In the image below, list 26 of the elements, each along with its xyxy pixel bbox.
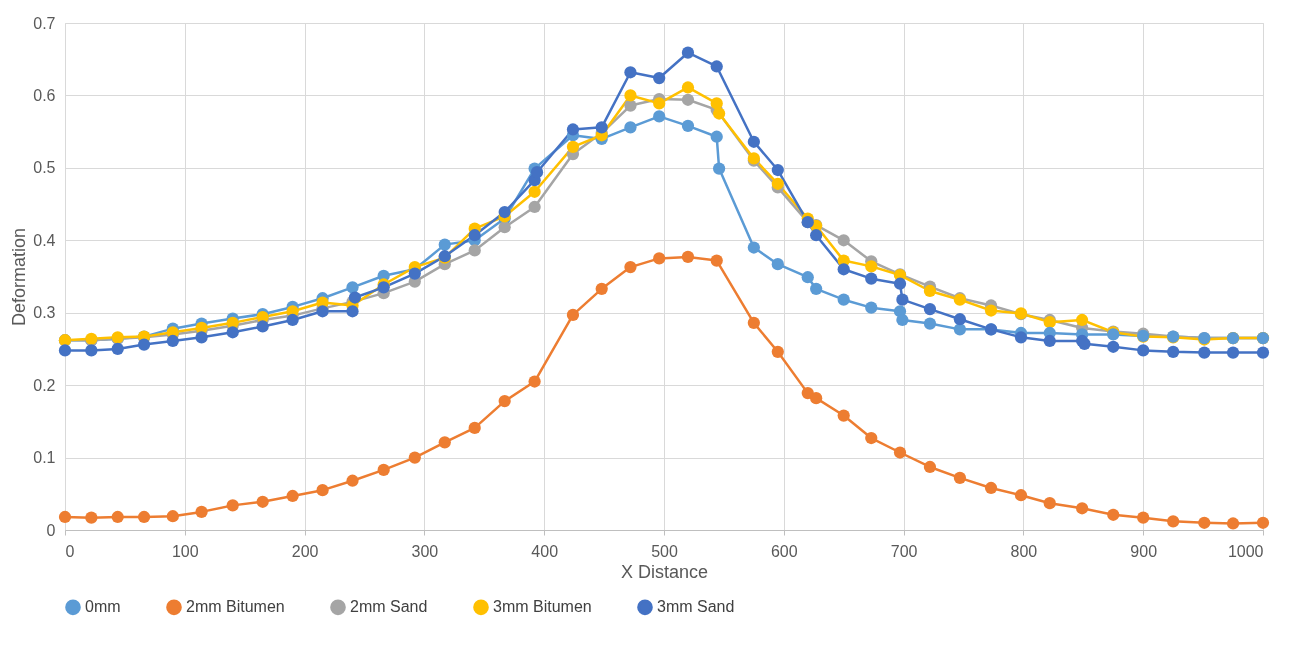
- legend-label: 2mm Bitumen: [186, 598, 285, 616]
- x-tick-label: 1000: [1227, 542, 1264, 560]
- x-tick-label: 800: [1010, 542, 1038, 560]
- legend-label: 2mm Sand: [350, 598, 428, 616]
- y-tick-label: 0.1: [33, 449, 56, 467]
- x-tick-label: 900: [1130, 542, 1158, 560]
- x-tick-label: 200: [291, 542, 319, 560]
- x-tick-label: 500: [651, 542, 678, 560]
- x-tick-label: 400: [531, 542, 559, 560]
- x-tick-label: 300: [411, 542, 439, 560]
- y-axis-title: Deformation: [9, 227, 30, 327]
- x-tick-label: 700: [890, 542, 918, 560]
- y-tick-label: 0: [46, 521, 56, 539]
- y-tick-label: 0.2: [33, 376, 56, 394]
- y-tick-label: 0.4: [33, 231, 56, 249]
- y-tick-label: 0.5: [33, 159, 56, 177]
- x-tick-label: 600: [770, 542, 798, 560]
- x-tick-label: 0: [65, 542, 75, 560]
- x-tick-label: 100: [171, 542, 199, 560]
- legend-label: 3mm Bitumen: [493, 598, 592, 616]
- y-tick-label: 0.6: [33, 86, 56, 104]
- legend-label: 3mm Sand: [657, 598, 735, 616]
- y-tick-label: 0.7: [33, 14, 56, 32]
- legend-label: 0mm: [85, 598, 121, 616]
- y-tick-label: 0.3: [33, 304, 56, 322]
- x-axis-title: X Distance: [620, 561, 709, 582]
